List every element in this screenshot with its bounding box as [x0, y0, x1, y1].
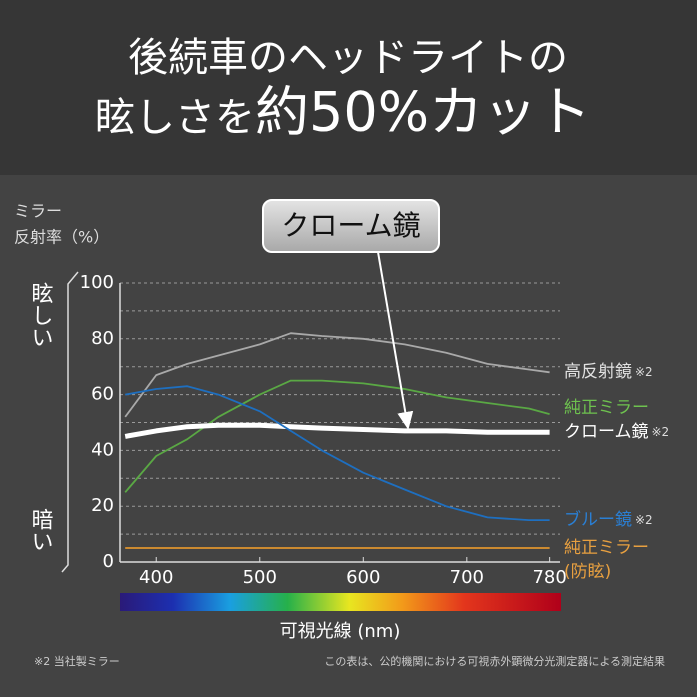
y-direction-label: 眩しい	[28, 282, 53, 348]
y-tick-label: 40	[91, 439, 114, 460]
x-tick-label: 600	[346, 567, 380, 588]
series-label: ブルー鏡 ※2	[564, 508, 653, 532]
y-tick-label: 60	[91, 384, 114, 405]
series-label: 高反射鏡 ※2	[564, 360, 653, 384]
y-axis-title: ミラー	[14, 202, 62, 221]
series-note: ※2	[635, 365, 653, 380]
direction-arrow	[61, 271, 79, 573]
footnote: ※2 当社製ミラー	[34, 654, 120, 668]
series-label: クローム鏡 ※2	[564, 420, 669, 444]
x-tick-label: 400	[139, 567, 173, 588]
series-name: 純正ミラー (防眩)	[564, 538, 649, 583]
series-line	[124, 422, 550, 439]
series-name: 純正ミラー	[564, 398, 649, 419]
series-name: 高反射鏡	[564, 362, 632, 383]
plot-area: 0 20 40 60 80 100 400 500 600 700 780	[80, 272, 567, 588]
series-note: ※2	[635, 513, 653, 528]
callout-arrow	[377, 251, 414, 430]
series-label: 純正ミラー	[564, 396, 649, 420]
y-axis-title: 反射率（%）	[14, 228, 109, 247]
y-tick-label: 0	[103, 551, 114, 572]
title-banner	[0, 0, 697, 175]
series-name: ブルー鏡	[564, 510, 632, 531]
spectrum-bar	[120, 593, 561, 611]
x-tick-label: 700	[450, 567, 484, 588]
series-line	[125, 385, 550, 521]
series-name: クローム鏡	[564, 422, 649, 443]
title-line: 眩しさを	[95, 95, 255, 141]
x-tick-label: 780	[532, 567, 566, 588]
x-axis-title: 可視光線 (nm)	[280, 621, 401, 642]
callout-box	[262, 199, 440, 253]
series-note: ※2	[651, 425, 670, 440]
y-tick-label: 100	[80, 272, 114, 293]
title-emphasis: 約50%カット	[255, 81, 591, 144]
series-line	[124, 332, 550, 418]
y-direction-label: 暗い	[28, 508, 53, 552]
y-tick-label: 20	[91, 495, 114, 516]
source-note: この表は、公的機関における可視赤外顕微分光測定器による測定結果	[324, 654, 665, 668]
title-line: 後続車のヘッドライトの	[128, 35, 568, 81]
series-label: 純正ミラー (防眩)	[564, 536, 649, 584]
x-tick-label: 500	[243, 567, 277, 588]
y-tick-label: 80	[91, 328, 114, 349]
callout-text: クローム鏡	[281, 209, 420, 242]
series-line	[124, 379, 550, 493]
